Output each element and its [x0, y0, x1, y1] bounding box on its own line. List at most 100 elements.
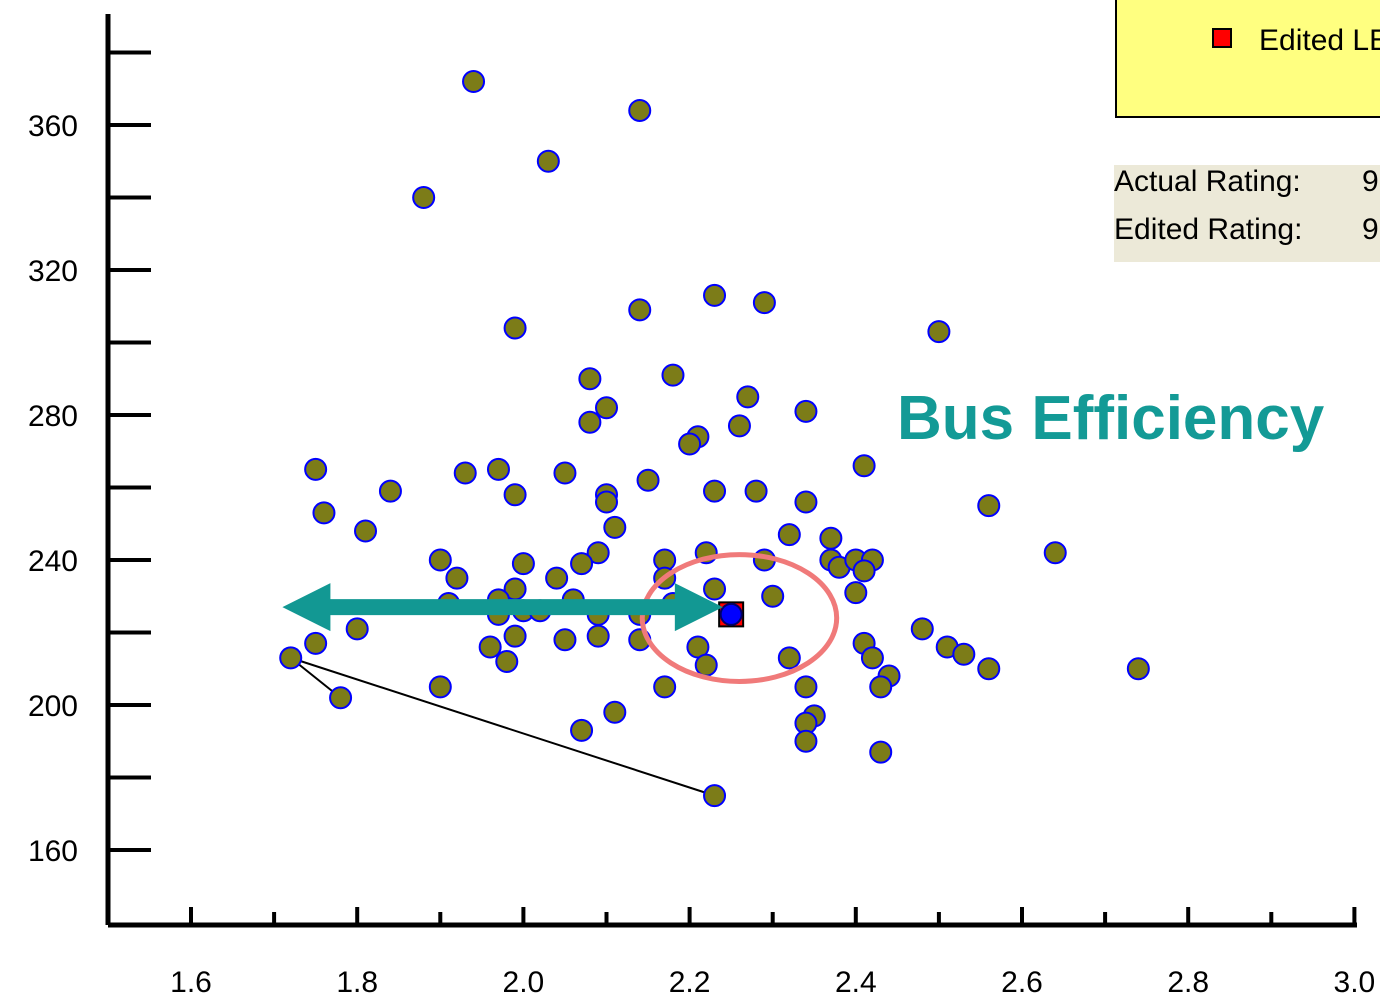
data-point [603, 700, 627, 724]
data-point [570, 718, 594, 742]
data-point [860, 646, 884, 670]
legend-swatch-edited [1212, 28, 1232, 48]
data-point [486, 457, 510, 481]
bus-efficiency-annotation: Bus Efficiency [897, 384, 1325, 453]
x-tick-label: 1.6 [170, 966, 212, 999]
data-point [1126, 657, 1150, 681]
data-point [545, 566, 569, 590]
data-point [777, 523, 801, 547]
data-point [428, 675, 452, 699]
actual-rating-label: Actual Rating: [1114, 165, 1301, 198]
data-point [586, 624, 610, 648]
data-point [794, 399, 818, 423]
data-point [578, 367, 602, 391]
edited-rating-label: Edited Rating: [1114, 213, 1303, 246]
data-point [703, 479, 727, 503]
data-point [653, 675, 677, 699]
data-point [703, 283, 727, 307]
data-point [869, 675, 893, 699]
data-point [553, 461, 577, 485]
data-point [428, 548, 452, 572]
data-point [703, 784, 727, 808]
data-point [952, 642, 976, 666]
data-point [304, 457, 328, 481]
data-point [761, 584, 785, 608]
y-tick-label: 240 [28, 545, 78, 578]
data-point [445, 566, 469, 590]
y-tick-label: 160 [28, 835, 78, 868]
data-point [794, 490, 818, 514]
rating-panel: Actual Rating: 9 Edited Rating: 9 [1114, 165, 1380, 262]
data-point [312, 501, 336, 525]
edited-rating-value: 9 [1362, 213, 1379, 246]
overlay [282, 552, 840, 684]
y-tick-label: 200 [28, 690, 78, 723]
data-point [694, 653, 718, 677]
data-point [495, 650, 519, 673]
x-tick-label: 2.6 [1001, 966, 1043, 999]
data-point [844, 581, 868, 605]
data-point [462, 70, 486, 93]
data-point [511, 552, 535, 576]
y-tick-label: 320 [28, 255, 78, 288]
x-tick-label: 2.0 [503, 966, 545, 999]
x-tick-label: 2.8 [1167, 966, 1209, 999]
data-point [503, 624, 527, 648]
y-tick-label: 280 [28, 400, 78, 433]
data-point [852, 559, 876, 583]
data-point [628, 99, 652, 122]
data-point [595, 396, 618, 420]
axes [105, 14, 1357, 928]
data-point [910, 617, 934, 641]
y-tick-label: 360 [28, 110, 78, 143]
data-point [345, 617, 369, 641]
legend-label-edited: Edited LE [1259, 24, 1380, 57]
data-point [819, 526, 843, 550]
data-point [752, 291, 776, 315]
data-point [736, 385, 760, 409]
data-point [1043, 541, 1067, 565]
data-point [553, 628, 577, 652]
data-point [603, 515, 627, 539]
data-point [279, 646, 303, 670]
data-point [478, 635, 502, 659]
x-tick-label: 2.4 [835, 966, 877, 999]
data-point [777, 646, 801, 670]
data-point [503, 316, 527, 340]
x-tick-label: 3.0 [1334, 966, 1376, 999]
tick-labels: 160 200 240 280 320 360 1.6 1.8 2.0 2.2 2.4 2.6 2.8 3… [28, 110, 1375, 999]
data-point [927, 320, 951, 344]
data-point [977, 494, 1001, 518]
connector-line [290, 656, 715, 797]
data-point [453, 461, 477, 485]
data-point [586, 541, 610, 565]
data-point [727, 414, 751, 438]
data-point [794, 675, 818, 699]
highlight-ellipse [639, 552, 840, 684]
data-point [852, 454, 876, 478]
data-point [977, 657, 1001, 681]
data-point [578, 410, 602, 434]
data-point [354, 519, 378, 543]
data-point [794, 729, 818, 753]
data-point [628, 298, 652, 322]
data-point [329, 686, 353, 710]
data-point [378, 479, 402, 503]
data-point [678, 432, 702, 456]
data-point [503, 483, 527, 507]
data-point [412, 186, 436, 209]
double-arrow [282, 583, 723, 632]
data-point [869, 740, 893, 764]
data-points [279, 70, 1150, 808]
data-point [304, 631, 328, 655]
data-point [636, 468, 660, 492]
data-point [595, 490, 618, 514]
connector-lines [290, 656, 715, 797]
x-tick-label: 1.8 [336, 966, 378, 999]
data-point [744, 479, 768, 503]
data-point [661, 363, 685, 387]
data-point [570, 552, 594, 576]
highlighted-point [719, 602, 743, 626]
legend: Edited LE [1115, 0, 1380, 118]
